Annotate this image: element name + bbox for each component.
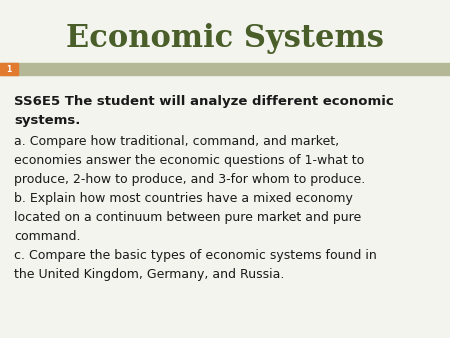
Bar [0,63,450,75]
Text: produce, 2-how to produce, and 3-for whom to produce.: produce, 2-how to produce, and 3-for who… [14,173,365,186]
Text: systems.: systems. [14,114,81,127]
Text: SS6E5 The student will analyze different economic: SS6E5 The student will analyze different… [14,95,394,108]
Text: economies answer the economic questions of 1-what to: economies answer the economic questions … [14,154,364,167]
Text: Economic Systems: Economic Systems [66,23,384,53]
Text: command.: command. [14,230,81,243]
Text: c. Compare the basic types of economic systems found in: c. Compare the basic types of economic s… [14,249,377,262]
Text: b. Explain how most countries have a mixed economy: b. Explain how most countries have a mix… [14,192,353,205]
Text: 1: 1 [6,65,12,73]
Text: the United Kingdom, Germany, and Russia.: the United Kingdom, Germany, and Russia. [14,268,284,281]
Text: located on a continuum between pure market and pure: located on a continuum between pure mark… [14,211,361,224]
Bar [0,63,18,75]
Text: a. Compare how traditional, command, and market,: a. Compare how traditional, command, and… [14,135,339,148]
